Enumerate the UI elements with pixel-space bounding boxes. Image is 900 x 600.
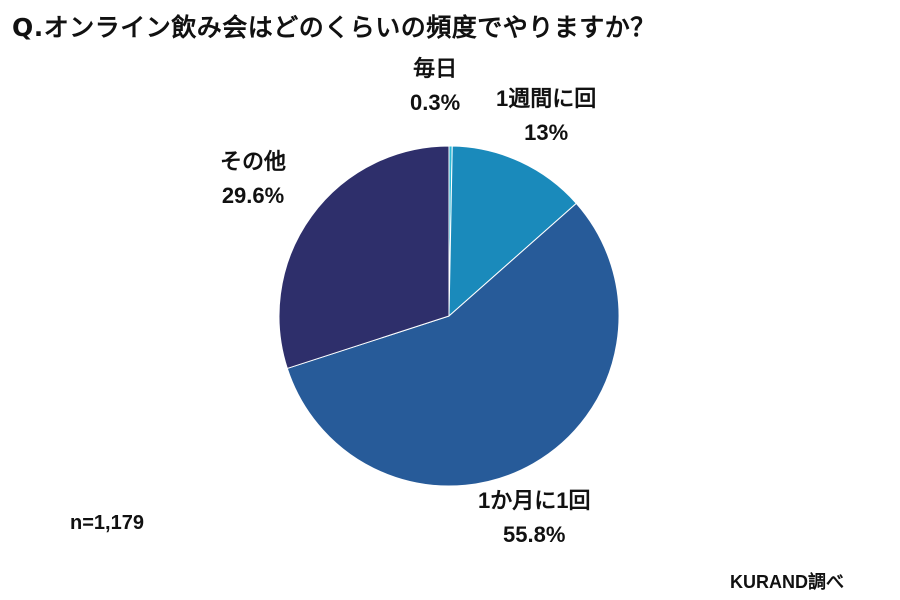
- pie-slice-weekly: [448, 145, 578, 318]
- chart-title: Q.オンライン飲み会はどのくらいの頻度でやりますか？: [12, 13, 656, 42]
- sample-size-note: n=1,179: [70, 512, 144, 534]
- pie-slice-monthly: [286, 202, 620, 487]
- slice-label-monthly: 1か月に1回 55.8%: [478, 484, 590, 552]
- slice-label-other: その他 29.6%: [220, 145, 286, 213]
- source-note: KURAND調べ: [730, 572, 844, 592]
- slice-category-daily: 毎日: [413, 56, 458, 81]
- slice-value-other: 29.6%: [221, 183, 285, 208]
- slice-label-weekly: 1週間に回 13%: [496, 82, 596, 150]
- pie-slice-other: [278, 145, 450, 370]
- slice-label-daily: 毎日 0.3%: [410, 52, 460, 120]
- slice-category-weekly: 1週間に回: [496, 86, 597, 111]
- slice-value-daily: 0.3%: [410, 90, 461, 115]
- slice-value-monthly: 55.8%: [503, 522, 566, 547]
- slice-category-monthly: 1か月に1回: [478, 488, 591, 513]
- slice-category-other: その他: [220, 149, 287, 174]
- slice-value-weekly: 13%: [524, 120, 569, 145]
